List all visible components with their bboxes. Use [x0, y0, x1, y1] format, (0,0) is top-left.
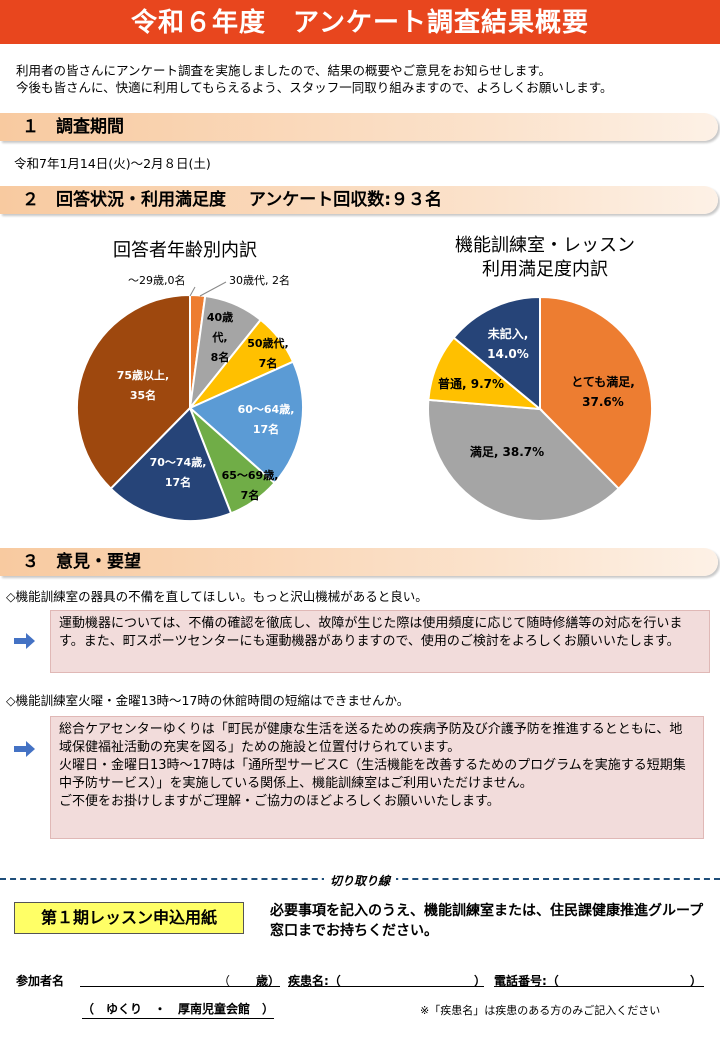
disease-field[interactable] — [288, 986, 484, 987]
label-75plus: 75歳以上, 35名 — [116, 369, 170, 402]
label-30s: 30歳代, 2名 — [229, 274, 290, 287]
phone-field[interactable] — [494, 986, 704, 987]
disease-close: ） — [474, 974, 487, 988]
application-note: 必要事項を記入のうえ、機能訓練室または、住民課健康推進グループ窓口までお持ちくだ… — [270, 903, 704, 939]
opinion-1-question: ◇機能訓練室の器具の不備を直してほしい。もっと沢山機械があると良い。 — [6, 589, 428, 604]
application-title: 第１期レッスン申込用紙 — [14, 902, 244, 934]
age-open: （ — [218, 974, 231, 988]
arrow-right-icon — [14, 633, 35, 649]
satisfaction-pie-slice-0 — [539, 295, 653, 491]
intro-text: 利用者の皆さんにアンケート調査を実施しましたので、結果の概要やご意見をお知らせし… — [16, 62, 716, 96]
pie-charts-svg — [76, 281, 653, 522]
participant-name-field[interactable] — [80, 986, 280, 987]
participant-name-label: 参加者名 — [16, 974, 65, 988]
opinion-2-answer-p2: 火曜日・金曜日13時～17時は「通所型サービスC（生活機能を改善するためのプログ… — [59, 758, 686, 791]
age-pie-slice-4 — [188, 360, 304, 485]
label-very-satisfied: とても満足, 37.6% — [571, 375, 635, 409]
phone-label: 電話番号:（ — [494, 974, 559, 988]
age-pie-slice-6 — [109, 406, 233, 522]
phone-close: ） — [690, 974, 703, 988]
label-unanswered: 未記入, 14.0% — [487, 327, 529, 361]
label-satisfied: 満足, 38.7% — [469, 445, 545, 459]
survey-period: 令和7年1月14日(火)～2月８日(土) — [14, 156, 211, 171]
disease-label: 疾患名:（ — [288, 974, 341, 988]
label-under29: ～29歳,0名 — [128, 274, 186, 287]
satisfaction-pie-slice-3 — [452, 295, 541, 412]
label-normal: 普通, 9.7% — [437, 377, 505, 391]
label-50s: 50歳代, 7名 — [247, 337, 289, 370]
leader-line-under29 — [189, 286, 196, 297]
opinion-2-answer: 総合ケアセンターゆくりは「町民が健康な生活を送るための疾病予防及び介護予防を推進… — [50, 716, 704, 839]
label-60-64: 60～64歳, 17名 — [237, 403, 295, 436]
age-chart-title: 回答者年齢別内訳 — [113, 240, 257, 261]
opinion-2-answer-p1: 総合ケアセンターゆくりは「町民が健康な生活を送るための疾病予防及び介護予防を推進… — [59, 722, 683, 755]
opinion-2-answer-p3: ご不便をお掛けしますがご理解・ご協力のほどよろしくお願いいたします。 — [59, 794, 500, 809]
intro-line-1: 利用者の皆さんにアンケート調査を実施しましたので、結果の概要やご意見をお知らせし… — [16, 63, 552, 78]
label-40s: 40歳代, 8名 — [206, 311, 234, 364]
arrow-right-icon — [14, 741, 35, 757]
satisfaction-chart-title: 機能訓練室・レッスン 利用満足度内訳 — [455, 235, 635, 280]
satisfaction-pie-slice-1 — [427, 398, 621, 522]
page-title: 令和６年度 アンケート調査結果概要 — [0, 0, 720, 44]
label-70-74: 70～74歳, 17名 — [149, 456, 207, 489]
age-label: 歳） — [256, 974, 281, 988]
age-pie-slice-7 — [76, 293, 191, 490]
section-2-heading: ２ 回答状況・利用満足度 アンケート回収数:９３名 — [0, 186, 718, 214]
cut-line-label: 切り取り線 — [324, 872, 397, 889]
section-1-heading: １ 調査期間 — [0, 113, 718, 141]
venue-choice[interactable]: （ ゆくり ・ 厚南児童会館 ） — [82, 1000, 275, 1019]
label-65-69: 65～69歳, 7名 — [221, 469, 279, 502]
intro-line-2: 今後も皆さんに、快適に利用してもらえるよう、スタッフ一同取り組みますので、よろし… — [16, 80, 613, 95]
application-footnote: ※「疾患名」は疾患のある方のみご記入ください — [420, 1004, 661, 1017]
opinion-2-question: ◇機能訓練室火曜・金曜13時～17時の休館時間の短縮はできませんか。 — [6, 693, 410, 708]
leader-line-30s — [199, 281, 227, 297]
section-3-heading: ３ 意見・要望 — [0, 548, 718, 576]
satisfaction-pie — [427, 295, 653, 522]
opinion-1-answer: 運動機器については、不備の確認を徹底し、故障が生じた際は使用頻度に応じて随時修繕… — [50, 610, 710, 673]
age-pie — [76, 293, 304, 522]
